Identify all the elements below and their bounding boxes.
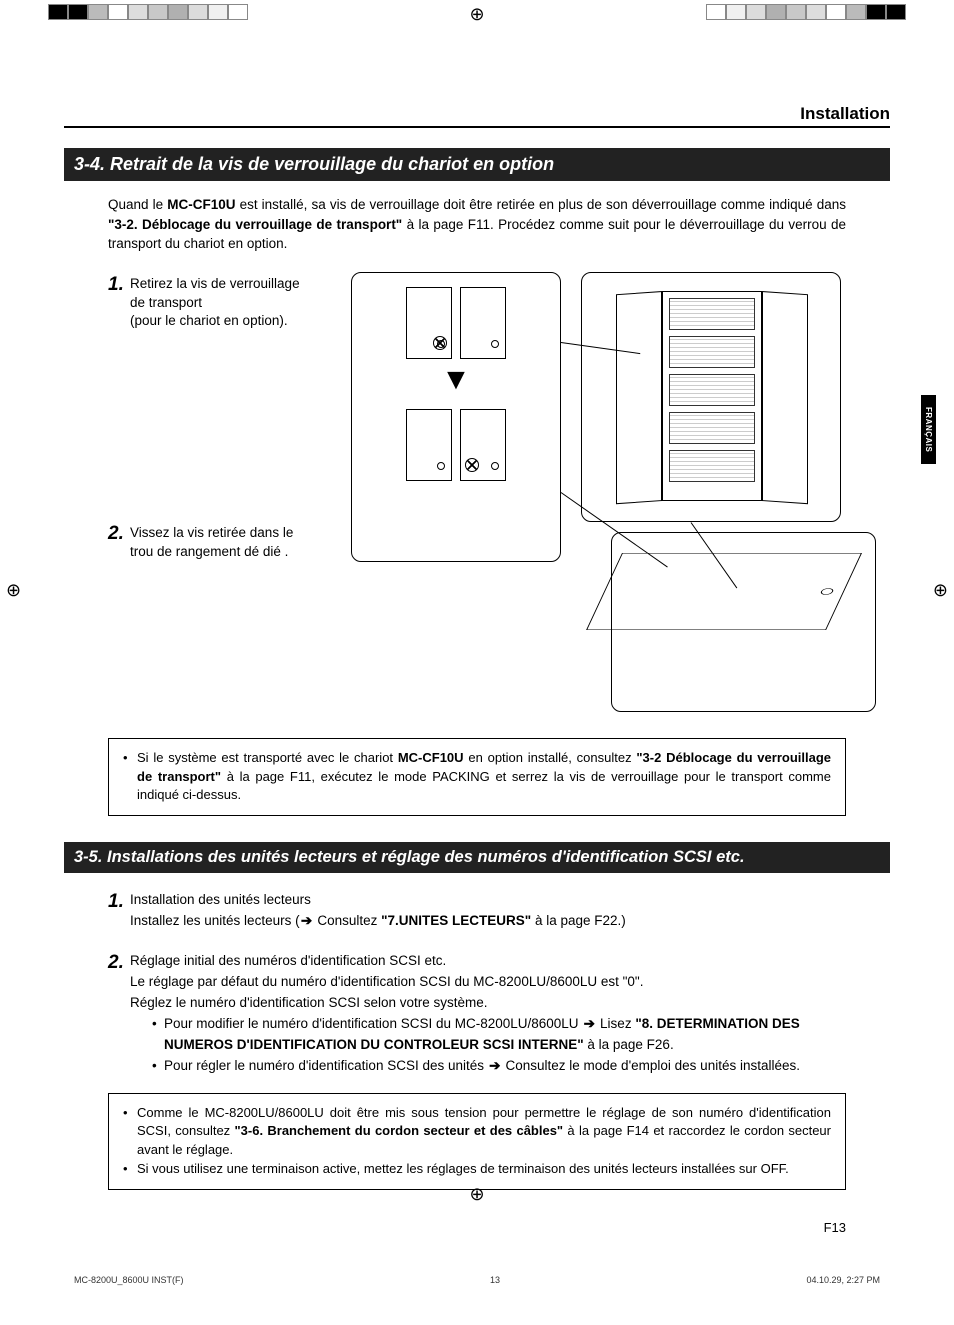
- step-2-text: Vissez la vis retirée dans le: [130, 525, 293, 540]
- cabinet-door-icon: [616, 291, 662, 504]
- sub-text: Pour régler le numéro d'identification S…: [164, 1058, 488, 1073]
- step-1: 1 Retirez la vis de verrouillage de tran…: [108, 272, 333, 332]
- item-2-line: Réglage initial des numéros d'identifica…: [130, 953, 446, 968]
- screw-icon: [465, 458, 479, 472]
- step-1-text: Retirez la vis de verrouillage: [130, 276, 300, 291]
- footer-left: MC-8200U_8600U INST(F): [74, 1275, 184, 1285]
- step-number: 1: [108, 887, 130, 932]
- step-1-text: de transport: [130, 295, 202, 310]
- sub-text: Lisez: [596, 1016, 635, 1031]
- note-text-bold: MC-CF10U: [398, 750, 464, 765]
- page-content: Installation 3-4. Retrait de la vis de v…: [0, 0, 954, 1325]
- note-text: Si vous utilisez une terminaison active,…: [137, 1160, 789, 1179]
- sub-bullet: Pour régler le numéro d'identification S…: [152, 1056, 846, 1077]
- item-1-ref: "7.UNITES LECTEURS": [381, 913, 531, 928]
- sub-text: à la page F26.: [584, 1037, 674, 1052]
- page-category-title: Installation: [64, 100, 890, 126]
- step-number: 2: [108, 948, 130, 1077]
- footer-right: 04.10.29, 2:27 PM: [806, 1275, 880, 1285]
- header-rule: [64, 126, 890, 128]
- arrow-right-icon: ➔: [582, 1014, 596, 1035]
- panel-before-icon: [406, 287, 452, 359]
- step-2-text: trou de rangement dé dié .: [130, 544, 288, 559]
- step-number: 2: [108, 521, 130, 562]
- note-text: à la page F11, exécutez le mode PACKING …: [137, 769, 831, 803]
- drawer-icon: [586, 553, 862, 630]
- sub-bullet: Pour modifier le numéro d'identification…: [152, 1014, 846, 1056]
- list-item-2: 2 Réglage initial des numéros d'identifi…: [108, 948, 846, 1077]
- registration-mark-icon: ⊕: [469, 1184, 484, 1205]
- diagram-area: ▼: [351, 272, 846, 722]
- panel-after-icon: [460, 409, 506, 481]
- section-3-4-intro: Quand le MC-CF10U est installé, sa vis d…: [108, 195, 846, 254]
- arrow-right-icon: ➔: [488, 1056, 502, 1077]
- screw-icon: [433, 336, 447, 350]
- steps-column: 1 Retirez la vis de verrouillage de tran…: [108, 272, 333, 722]
- note-text: Si le système est transporté avec le cha…: [137, 750, 398, 765]
- section-heading-3-4: 3-4. Retrait de la vis de verrouillage d…: [64, 148, 890, 181]
- sub-text: Pour modifier le numéro d'identification…: [164, 1016, 582, 1031]
- section-heading-3-5: 3-5. Installations des unités lecteurs e…: [64, 842, 890, 873]
- sub-text: Consultez le mode d'emploi des unités in…: [502, 1058, 800, 1073]
- diagram-cabinet: [581, 272, 841, 522]
- note-text: en option installé, consultez: [464, 750, 637, 765]
- note-box-3-5: Comme le MC-8200LU/8600LU doit être mis …: [108, 1093, 846, 1190]
- footer-center: 13: [490, 1275, 500, 1285]
- diagram-drawer: [611, 532, 876, 712]
- item-1-line: Installation des unités lecteurs: [130, 892, 311, 907]
- item-2-line: Le réglage par défaut du numéro d'identi…: [130, 974, 643, 989]
- cabinet-body-icon: [662, 291, 762, 501]
- diagram-panel-left: ▼: [351, 272, 561, 562]
- item-2-line: Réglez le numéro d'identification SCSI s…: [130, 995, 488, 1010]
- print-footer: MC-8200U_8600U INST(F) 13 04.10.29, 2:27…: [74, 1275, 880, 1285]
- note-box-3-4: Si le système est transporté avec le cha…: [108, 738, 846, 817]
- note-text-bold: "3-6. Branchement du cordon secteur et d…: [235, 1123, 564, 1138]
- item-1-line: Consultez: [314, 913, 382, 928]
- step-number: 1: [108, 272, 130, 332]
- section-3-5-list: 1 Installation des unités lecteurs Insta…: [108, 887, 846, 1076]
- step-1-text: (pour le chariot en option).: [130, 313, 288, 328]
- page-number: F13: [64, 1220, 846, 1235]
- cabinet-door-icon: [762, 291, 808, 504]
- item-1-line: Installez les unités lecteurs (: [130, 913, 300, 928]
- arrow-down-icon: ▼: [352, 365, 560, 395]
- item-1-line: à la page F22.): [531, 913, 626, 928]
- panel-after-icon: [406, 409, 452, 481]
- step-2: 2 Vissez la vis retirée dans le trou de …: [108, 521, 333, 562]
- arrow-right-icon: ➔: [300, 911, 314, 932]
- panel-before-icon: [460, 287, 506, 359]
- list-item-1: 1 Installation des unités lecteurs Insta…: [108, 887, 846, 932]
